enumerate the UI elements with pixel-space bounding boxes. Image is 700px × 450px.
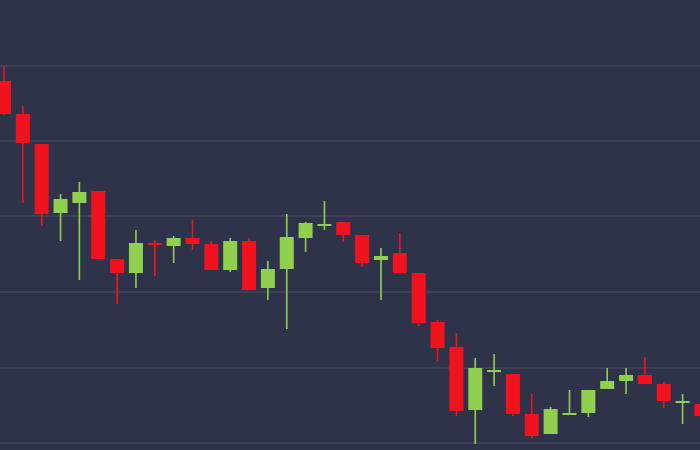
- candle-body: [223, 241, 238, 270]
- candle-25: [468, 358, 483, 444]
- candle-20: [374, 248, 388, 300]
- candle-body: [619, 375, 634, 381]
- candle-body: [0, 81, 11, 114]
- candle-1: [15, 106, 30, 203]
- candle-body: [656, 384, 671, 401]
- candle-body: [91, 191, 106, 259]
- candle-body: [524, 414, 539, 436]
- candle-34: [637, 357, 652, 384]
- candle-body: [279, 237, 294, 269]
- candle-body: [34, 144, 49, 214]
- candle-24: [449, 333, 464, 416]
- candle-21: [392, 233, 407, 273]
- candle-body: [355, 235, 370, 263]
- candle-32: [600, 368, 615, 389]
- candle-15: [279, 214, 294, 329]
- candle-body: [53, 199, 68, 213]
- candle-body: [260, 269, 275, 288]
- candle-body: [128, 243, 143, 273]
- candle-body: [675, 401, 690, 403]
- candle-body: [147, 243, 162, 245]
- candle-7: [128, 230, 143, 288]
- candle-body: [430, 322, 445, 348]
- candle-37: [694, 404, 700, 416]
- candle-30: [562, 390, 577, 415]
- candle-body: [392, 253, 407, 273]
- candle-11: [204, 241, 219, 270]
- candle-36: [675, 394, 690, 424]
- candle-27: [505, 374, 520, 416]
- candle-23: [430, 320, 445, 361]
- candle-9: [166, 236, 181, 263]
- candle-12: [223, 238, 238, 272]
- candle-body: [185, 238, 200, 244]
- candle-22: [411, 273, 426, 326]
- candle-0: [0, 66, 11, 115]
- candle-body: [317, 224, 332, 226]
- candle-body: [336, 222, 351, 235]
- candle-17: [317, 201, 332, 230]
- candle-body: [581, 390, 596, 413]
- candle-body: [468, 368, 483, 410]
- candle-body: [600, 381, 615, 389]
- candle-13: [242, 238, 257, 290]
- candle-33: [619, 368, 634, 394]
- candle-body: [543, 409, 558, 434]
- candle-body: [72, 192, 87, 203]
- candle-35: [656, 382, 671, 408]
- candle-28: [524, 394, 539, 438]
- candle-body: [487, 370, 502, 372]
- candle-body: [411, 273, 426, 323]
- candle-29: [543, 407, 558, 434]
- candle-layer: [0, 66, 700, 444]
- candle-14: [260, 261, 275, 300]
- candle-body: [15, 114, 30, 143]
- candle-body: [637, 375, 652, 384]
- candle-body: [110, 259, 125, 273]
- candle-26: [487, 354, 502, 386]
- candle-31: [581, 390, 596, 417]
- candle-6: [110, 259, 125, 304]
- candle-body: [166, 238, 181, 246]
- candle-5: [91, 191, 106, 259]
- candle-2: [34, 144, 49, 226]
- candle-10: [185, 220, 200, 250]
- candle-body: [562, 413, 577, 415]
- candle-body: [242, 241, 257, 290]
- candle-3: [53, 194, 68, 241]
- candle-4: [72, 182, 87, 280]
- candle-body: [694, 404, 700, 416]
- candle-body: [505, 374, 520, 414]
- candle-16: [298, 222, 313, 252]
- candle-18: [336, 222, 351, 242]
- candle-body: [298, 223, 313, 238]
- candle-body: [374, 256, 388, 260]
- candle-8: [147, 240, 162, 276]
- candle-body: [449, 347, 464, 411]
- candle-19: [355, 235, 370, 267]
- candle-body: [204, 244, 219, 270]
